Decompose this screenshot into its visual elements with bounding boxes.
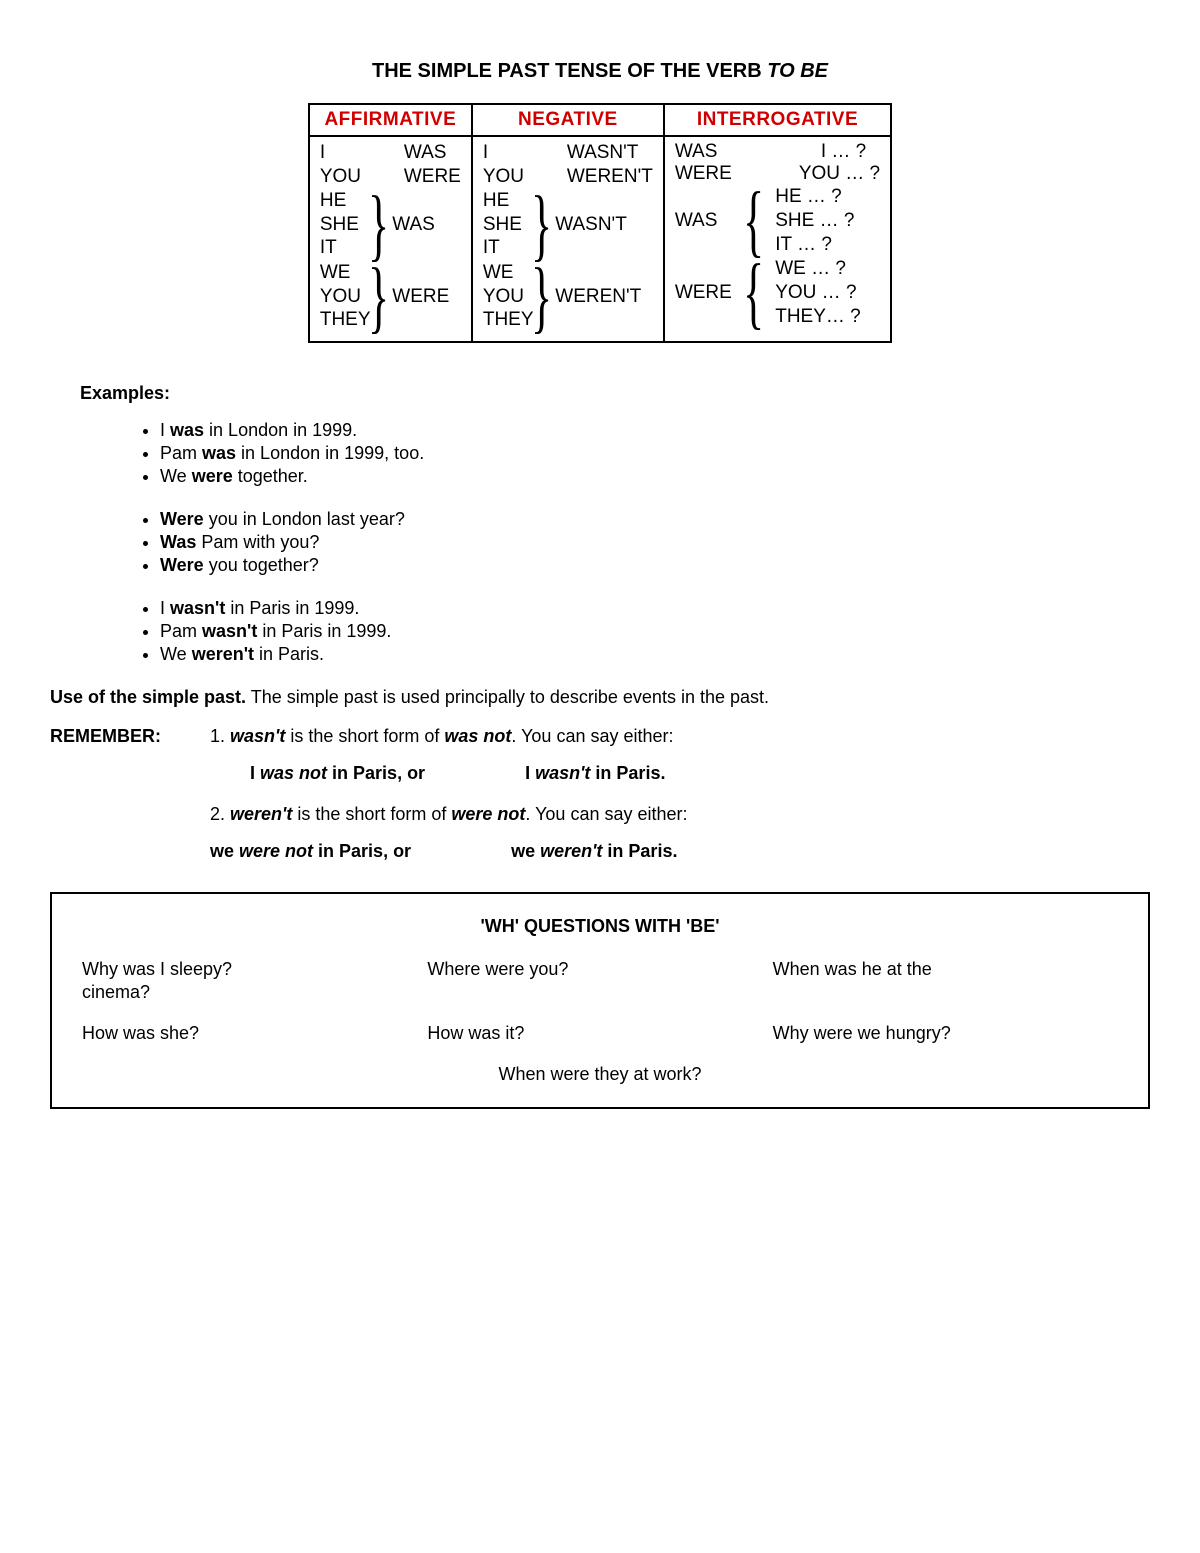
brace-icon: }	[531, 189, 552, 261]
forms-line-1: I was not in Paris, or I wasn't in Paris…	[250, 763, 1150, 784]
brace-icon: {	[743, 257, 764, 329]
interrogative-cell: WAS I … ? WERE YOU … ? WAS { HE … ? SHE …	[664, 136, 891, 342]
remember-line-2: 2. weren't is the short form of were not…	[210, 804, 1150, 825]
list-item: I wasn't in Paris in 1999.	[160, 598, 1150, 619]
examples-list-2: Were you in London last year? Was Pam wi…	[160, 509, 1150, 576]
wh-question-cont: cinema?	[82, 982, 1118, 1003]
list-item: I was in London in 1999.	[160, 420, 1150, 441]
conjugation-table-wrap: AFFIRMATIVE NEGATIVE INTERROGATIVE I WAS…	[50, 103, 1150, 343]
list-item: Was Pam with you?	[160, 532, 1150, 553]
negative-cell: I WASN'T YOU WEREN'T HE SHE IT } WASN'T	[472, 136, 664, 342]
col-header-negative: NEGATIVE	[472, 104, 664, 136]
wh-question: Why were we hungry?	[773, 1023, 1118, 1044]
wh-title: 'WH' QUESTIONS WITH 'BE'	[82, 916, 1118, 937]
remember-line-1: 1. wasn't is the short form of was not. …	[210, 726, 674, 747]
brace-icon: }	[368, 261, 389, 333]
wh-question: When was he at the	[773, 959, 1118, 980]
wh-question: When were they at work?	[82, 1064, 1118, 1085]
col-header-affirmative: AFFIRMATIVE	[309, 104, 472, 136]
list-item: Pam was in London in 1999, too.	[160, 443, 1150, 464]
use-paragraph: Use of the simple past. The simple past …	[50, 687, 1150, 708]
conjugation-table: AFFIRMATIVE NEGATIVE INTERROGATIVE I WAS…	[308, 103, 892, 343]
examples-heading: Examples:	[80, 383, 1150, 404]
wh-questions-box: 'WH' QUESTIONS WITH 'BE' Why was I sleep…	[50, 892, 1150, 1109]
list-item: We weren't in Paris.	[160, 644, 1150, 665]
list-item: We were together.	[160, 466, 1150, 487]
list-item: Were you together?	[160, 555, 1150, 576]
wh-question: Where were you?	[427, 959, 772, 980]
wh-question: How was she?	[82, 1023, 427, 1044]
col-header-interrogative: INTERROGATIVE	[664, 104, 891, 136]
list-item: Pam wasn't in Paris in 1999.	[160, 621, 1150, 642]
page-title: THE SIMPLE PAST TENSE OF THE VERB TO BE	[50, 60, 1150, 83]
list-item: Were you in London last year?	[160, 509, 1150, 530]
wh-question: Why was I sleepy?	[82, 959, 427, 980]
examples-list-1: I was in London in 1999. Pam was in Lond…	[160, 420, 1150, 487]
wh-question: How was it?	[427, 1023, 772, 1044]
brace-icon: {	[743, 185, 764, 257]
brace-icon: }	[531, 261, 552, 333]
brace-icon: }	[368, 189, 389, 261]
affirmative-cell: I WAS YOU WERE HE SHE IT } WAS	[309, 136, 472, 342]
remember-block: REMEMBER: 1. wasn't is the short form of…	[50, 726, 1150, 862]
examples-list-3: I wasn't in Paris in 1999. Pam wasn't in…	[160, 598, 1150, 665]
forms-line-2: we were not in Paris, or we weren't in P…	[210, 841, 1150, 862]
remember-label: REMEMBER:	[50, 726, 210, 747]
